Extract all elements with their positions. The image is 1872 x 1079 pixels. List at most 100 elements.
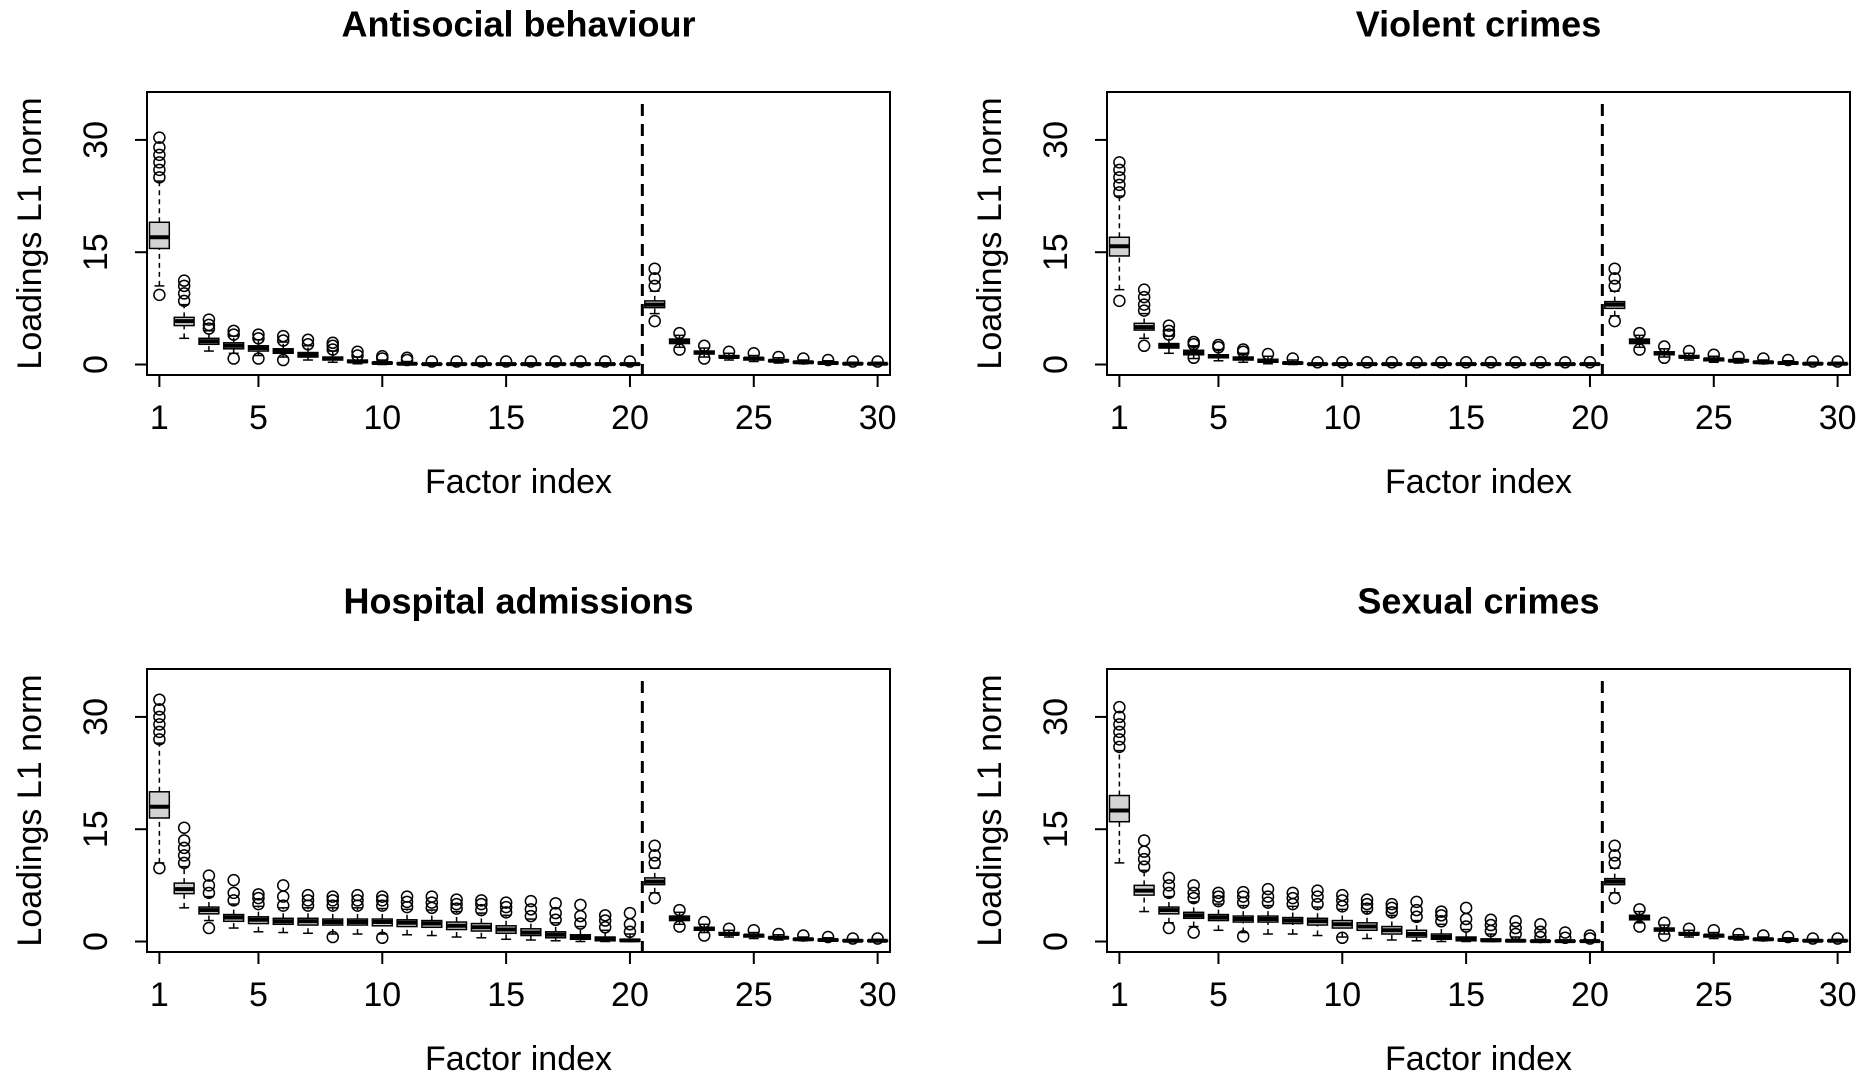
- outlier: [549, 355, 562, 368]
- outlier: [1633, 920, 1646, 933]
- x-tick-label: 25: [1695, 399, 1733, 437]
- outlier: [1583, 932, 1597, 945]
- outlier: [1187, 886, 1200, 900]
- x-tick-label: 1: [1110, 399, 1129, 437]
- outlier: [1236, 885, 1250, 899]
- outlier: [1187, 335, 1200, 349]
- outlier: [1286, 886, 1299, 900]
- outlier: [1484, 913, 1498, 927]
- y-tick-label: 15: [1037, 233, 1075, 271]
- outlier: [1509, 927, 1522, 941]
- panel-title: Violent crimes: [1356, 4, 1601, 45]
- x-tick-label: 30: [859, 399, 897, 437]
- outlier: [276, 329, 290, 343]
- outlier: [747, 347, 761, 360]
- outlier: [1608, 272, 1621, 285]
- outlier: [499, 900, 513, 914]
- outlier: [1162, 328, 1176, 341]
- outlier: [1137, 834, 1151, 847]
- outlier: [1137, 304, 1151, 317]
- outlier: [1410, 903, 1423, 917]
- outlier: [1113, 186, 1126, 199]
- outlier: [1658, 929, 1671, 942]
- outlier: [1162, 879, 1176, 892]
- outlier: [549, 913, 562, 927]
- outlier: [1806, 932, 1820, 945]
- outlier: [1732, 927, 1745, 941]
- outlier: [598, 355, 612, 368]
- x-tick-label: 30: [859, 976, 897, 1014]
- y-tick-label: 0: [1037, 355, 1075, 374]
- outlier: [1583, 929, 1597, 942]
- outlier: [1435, 915, 1448, 928]
- outlier: [648, 856, 661, 870]
- outlier: [1360, 893, 1374, 906]
- outlier: [1459, 912, 1473, 926]
- x-axis-label: Factor index: [1385, 463, 1572, 501]
- outlier: [623, 918, 637, 931]
- outlier: [351, 888, 364, 902]
- outlier: [376, 890, 389, 903]
- outlier: [1261, 882, 1275, 896]
- plot-frame: [1106, 91, 1851, 376]
- outlier: [177, 821, 191, 834]
- outlier: [450, 355, 463, 368]
- outlier: [1633, 326, 1646, 340]
- outlier: [153, 171, 166, 184]
- x-tick-label: 5: [249, 399, 268, 437]
- outlier: [1162, 886, 1176, 900]
- x-tick-label: 10: [363, 399, 401, 437]
- outlier: [1113, 700, 1126, 714]
- outlier: [301, 338, 315, 351]
- outlier: [400, 890, 414, 903]
- outlier: [747, 924, 761, 937]
- outlier: [797, 352, 810, 365]
- outlier: [153, 733, 166, 746]
- x-tick-label: 30: [1819, 976, 1857, 1014]
- outlier: [1336, 894, 1349, 907]
- x-tick-label: 25: [735, 399, 773, 437]
- outlier: [326, 343, 339, 356]
- outlier: [648, 262, 661, 275]
- outlier: [177, 274, 191, 287]
- plot-frame: [1106, 668, 1851, 953]
- x-tick-label: 20: [1571, 399, 1609, 437]
- outlier: [598, 909, 612, 922]
- outlier: [153, 131, 166, 144]
- panel-title: Sexual crimes: [1357, 581, 1599, 622]
- outlier: [846, 932, 860, 945]
- outlier: [1484, 918, 1498, 932]
- outlier: [227, 873, 240, 887]
- outlier: [698, 339, 711, 353]
- outlier: [574, 355, 587, 368]
- outlier: [1459, 356, 1473, 369]
- outlier: [227, 894, 240, 907]
- outlier: [1558, 926, 1572, 939]
- outlier: [648, 279, 661, 293]
- outlier: [202, 879, 216, 892]
- outlier: [153, 703, 166, 716]
- outlier: [524, 909, 538, 923]
- y-tick-label: 0: [77, 355, 115, 374]
- x-tick-label: 20: [611, 976, 649, 1014]
- outlier: [1261, 896, 1275, 909]
- outlier: [326, 930, 339, 944]
- outlier: [1757, 929, 1770, 942]
- outlier: [1336, 931, 1349, 945]
- outlier: [1187, 891, 1200, 905]
- y-tick-label: 30: [77, 698, 115, 736]
- y-tick-label: 15: [77, 233, 115, 271]
- outlier: [1534, 930, 1547, 944]
- outlier: [524, 355, 538, 368]
- y-axis-label: Loadings L1 norm: [11, 674, 49, 946]
- outlier: [821, 353, 835, 367]
- outlier: [1707, 924, 1721, 937]
- outlier: [252, 888, 265, 901]
- outlier: [326, 339, 339, 353]
- outlier: [1682, 344, 1696, 358]
- outlier: [1608, 849, 1621, 862]
- outlier: [1187, 879, 1200, 892]
- outlier: [301, 894, 315, 907]
- outlier: [177, 849, 191, 862]
- outlier: [153, 861, 166, 875]
